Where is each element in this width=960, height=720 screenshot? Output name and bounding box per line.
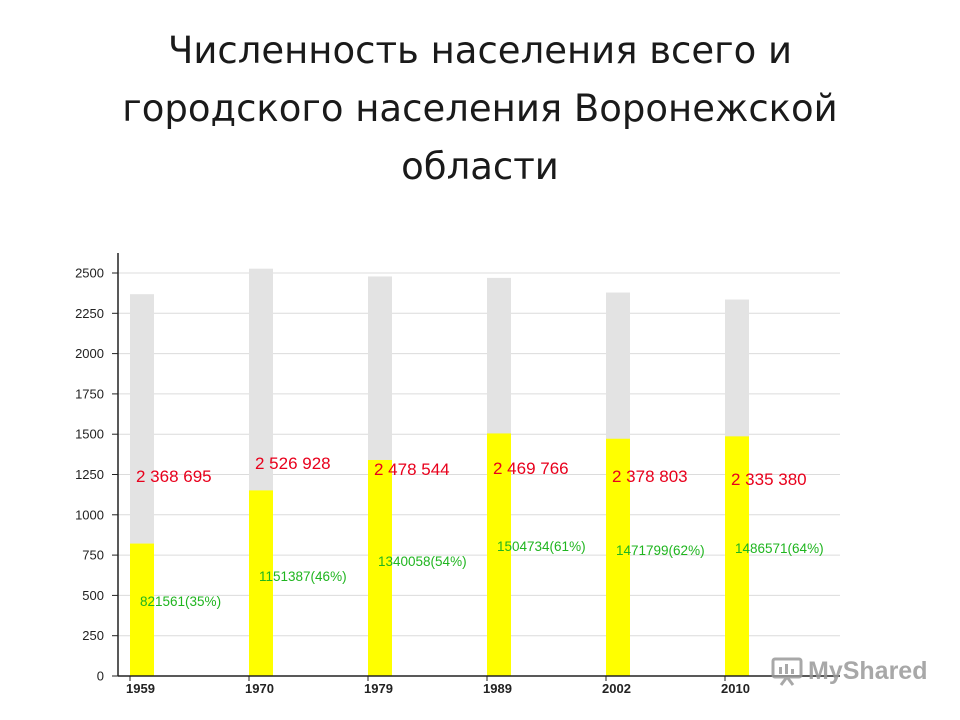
urban-population-bar (249, 490, 273, 676)
watermark-text: MyShared (808, 656, 928, 685)
x-tick-label: 2010 (721, 681, 750, 696)
urban-population-label: 1504734(61%) (497, 539, 586, 554)
total-population-label: 2 469 766 (493, 459, 569, 478)
presentation-icon (771, 657, 803, 686)
urban-population-label: 1471799(62%) (616, 543, 705, 558)
y-tick-label: 1500 (75, 427, 104, 442)
urban-population-bar (368, 459, 392, 676)
y-tick-label: 2000 (75, 346, 104, 361)
urban-population-label: 1151387(46%) (259, 569, 347, 584)
y-tick-label: 750 (82, 548, 104, 563)
y-tick-label: 500 (82, 588, 104, 603)
x-tick-label: 1979 (364, 681, 393, 696)
urban-population-bar (725, 436, 749, 676)
x-tick-label: 2002 (602, 681, 631, 696)
y-tick-label: 0 (97, 669, 104, 684)
x-tick-label: 1959 (126, 681, 155, 696)
watermark: MyShared (770, 656, 927, 686)
urban-population-label: 821561(35%) (140, 594, 221, 609)
y-tick-label: 1750 (75, 386, 104, 401)
slide-title: Численность населения всего и городского… (122, 29, 838, 188)
y-tick-label: 1000 (75, 507, 104, 522)
urban-population-bar (606, 438, 630, 676)
y-tick-label: 250 (82, 628, 104, 643)
total-population-label: 2 335 380 (731, 470, 807, 489)
urban-population-label: 1340058(54%) (378, 554, 467, 569)
y-tick-label: 1250 (75, 467, 104, 482)
total-population-label: 2 526 928 (255, 454, 331, 473)
total-population-label: 2 478 544 (374, 460, 450, 479)
x-tick-label: 1970 (245, 681, 274, 696)
x-tick-label: 1989 (483, 681, 512, 696)
total-population-label: 2 378 803 (612, 467, 688, 486)
urban-population-bar (487, 433, 511, 676)
urban-population-label: 1486571(64%) (735, 541, 824, 556)
total-population-label: 2 368 695 (136, 467, 212, 486)
urban-population-bar (130, 543, 154, 676)
y-tick-label: 2500 (75, 266, 104, 281)
y-tick-label: 2250 (75, 306, 104, 321)
